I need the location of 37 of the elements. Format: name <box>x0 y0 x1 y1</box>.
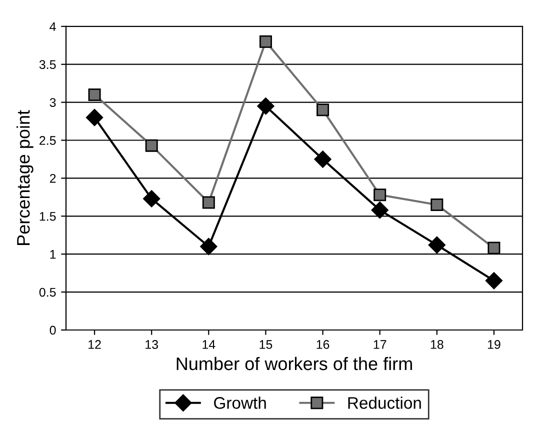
x-tick-label: 12 <box>88 340 101 349</box>
y-tick-label: 0 <box>50 326 56 335</box>
point <box>202 196 215 209</box>
x-tick-label: 15 <box>260 340 272 349</box>
point <box>200 238 218 256</box>
y-tick-label: 0.5 <box>39 288 56 297</box>
point <box>428 236 446 254</box>
y-axis-title: Percentage point <box>16 110 34 245</box>
point <box>145 139 158 152</box>
y-tick-label: 1 <box>50 250 56 259</box>
y-tick-label: 3 <box>50 98 56 107</box>
point <box>314 150 332 168</box>
x-tick-label: 17 <box>374 340 386 349</box>
point <box>259 35 272 48</box>
legend-label: Growth <box>214 396 266 409</box>
y-tick-label: 2 <box>50 174 56 183</box>
point <box>430 198 444 212</box>
y-tick-label: 3.5 <box>39 60 56 69</box>
point <box>485 272 503 290</box>
y-tick-label: 2.5 <box>40 136 56 145</box>
y-tick-label: 4 <box>50 22 56 31</box>
point <box>143 190 160 208</box>
legend-label: Reduction <box>348 396 421 409</box>
x-tick-label: 14 <box>202 340 216 349</box>
x-axis-title: Number of workers of the firm <box>176 356 412 370</box>
point <box>88 88 101 101</box>
point <box>316 104 330 116</box>
x-tick-label: 16 <box>316 340 330 349</box>
point <box>86 108 104 126</box>
x-tick-label: 18 <box>430 340 444 349</box>
point <box>257 98 274 115</box>
point <box>374 188 386 202</box>
x-tick-label: 19 <box>488 340 500 349</box>
y-tick-label: 1.5 <box>40 212 56 221</box>
x-tick-label: 13 <box>146 340 158 349</box>
point <box>371 202 388 219</box>
point <box>488 242 500 254</box>
